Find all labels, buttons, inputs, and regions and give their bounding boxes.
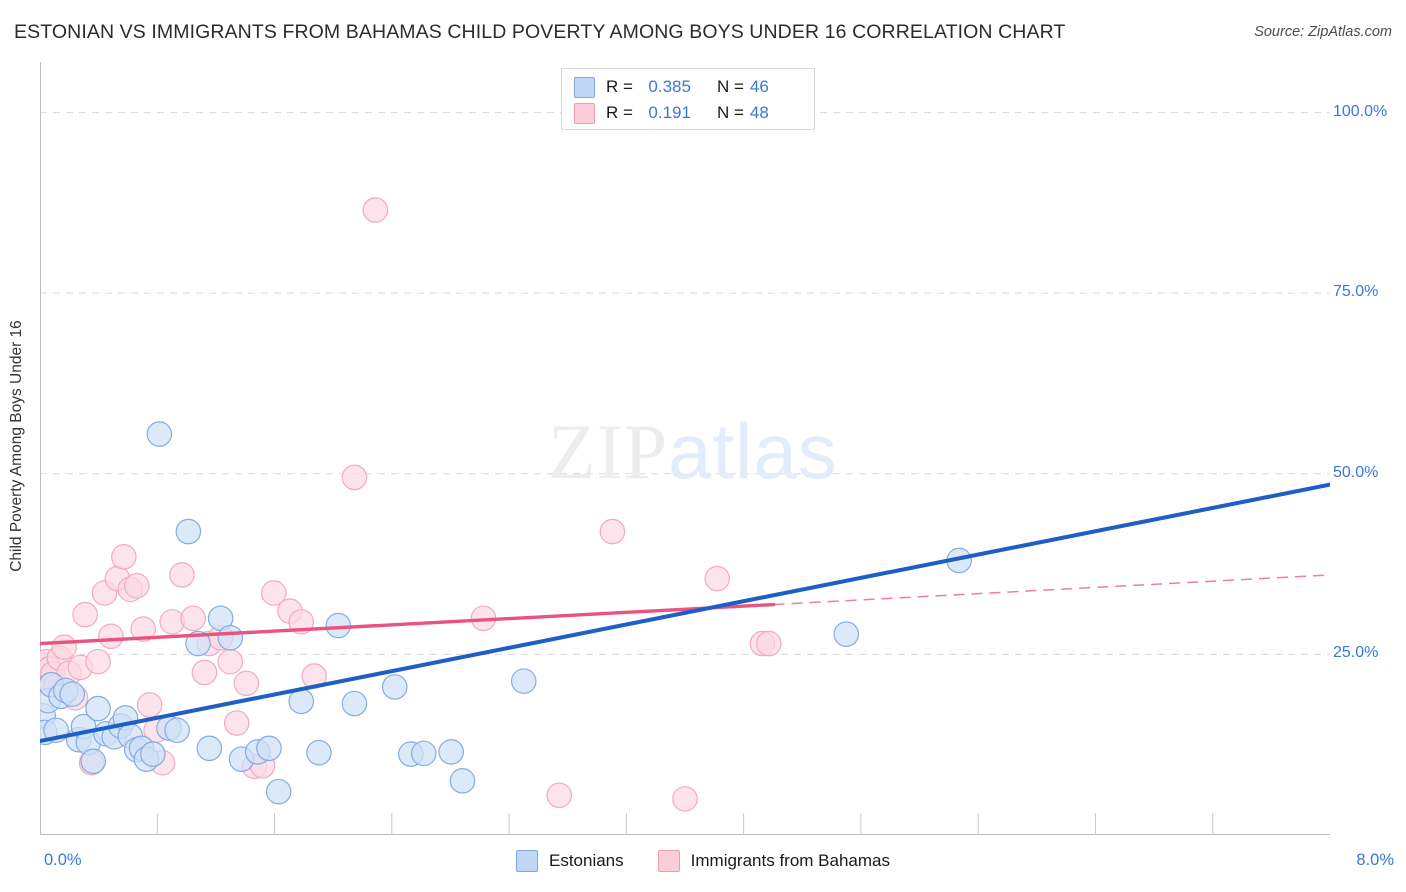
data-point: [756, 630, 782, 657]
page-title: ESTONIAN VS IMMIGRANTS FROM BAHAMAS CHIL…: [14, 21, 1066, 43]
data-point: [111, 544, 137, 570]
data-point: [123, 572, 150, 599]
legend-item-bahamas[interactable]: Immigrants from Bahamas: [657, 850, 890, 872]
data-point: [233, 670, 260, 697]
data-point: [130, 616, 156, 642]
stat-n-value-bahamas: 48: [749, 103, 769, 122]
data-point: [72, 601, 98, 628]
data-point: [599, 518, 626, 545]
stat-n-value-estonians: 46: [749, 77, 769, 96]
data-point: [217, 624, 244, 651]
stat-row-estonians: R = 0.385 N = 46: [574, 74, 804, 100]
stat-swatch-estonians: [574, 76, 595, 98]
stat-r-label-bahamas: R =: [606, 103, 633, 122]
data-point: [191, 659, 218, 686]
data-point: [833, 621, 860, 647]
stat-row-bahamas: R = 0.191 N = 48: [574, 100, 804, 126]
legend-swatch-bahamas: [657, 850, 680, 872]
stat-r-label-estonians: R =: [606, 77, 633, 96]
data-point: [80, 748, 107, 775]
scatter-svg: [40, 62, 1330, 835]
legend-label-bahamas: Immigrants from Bahamas: [690, 851, 890, 870]
x-axis-min-label: 0.0%: [44, 851, 82, 869]
y-tick-label: 25.0%: [1333, 644, 1379, 662]
data-point: [704, 565, 731, 592]
data-point: [217, 648, 244, 675]
legend-swatch-estonians: [515, 850, 538, 872]
y-axis-title: Child Poverty Among Boys Under 16: [0, 0, 34, 892]
data-point: [362, 197, 389, 223]
data-point: [98, 623, 124, 650]
series-legend: Estonians Immigrants from Bahamas: [0, 850, 1406, 872]
data-point: [59, 681, 86, 707]
data-point: [146, 421, 173, 447]
data-point: [449, 768, 476, 794]
data-point: [306, 739, 332, 766]
data-point: [261, 580, 287, 606]
data-point: [175, 518, 202, 545]
plot-area: [40, 62, 1330, 835]
correlation-stats-box: R = 0.385 N = 46 R = 0.191 N = 48: [561, 68, 815, 130]
data-point: [546, 782, 573, 809]
stat-n-label-estonians: N =: [716, 77, 744, 96]
data-point: [438, 739, 464, 765]
data-point: [51, 634, 77, 660]
x-axis-max-label: 8.0%: [1356, 851, 1394, 869]
stat-r-value-bahamas: 0.191: [648, 103, 691, 122]
data-point: [140, 741, 166, 767]
data-point: [265, 778, 292, 805]
source-label: Source: ZipAtlas.com: [1254, 24, 1392, 40]
data-point: [136, 692, 163, 718]
stat-n-label-bahamas: N =: [716, 103, 744, 122]
y-axis-title-text: Child Poverty Among Boys Under 16: [8, 320, 25, 572]
data-point: [85, 695, 111, 722]
y-tick-label: 75.0%: [1333, 283, 1379, 301]
data-point: [196, 735, 223, 762]
data-point: [325, 612, 352, 639]
data-point: [341, 464, 368, 491]
data-point: [164, 717, 190, 744]
x-tick-marks: [156, 813, 1214, 835]
data-point: [85, 648, 111, 675]
data-point: [381, 674, 408, 700]
trendline-estonians: [40, 482, 1330, 744]
y-tick-label: 100.0%: [1333, 102, 1388, 120]
stat-r-value-estonians: 0.385: [648, 77, 691, 96]
trendline-bahamas: [40, 574, 1330, 646]
data-point: [410, 740, 437, 767]
data-point: [510, 668, 537, 694]
data-point: [256, 735, 282, 762]
data-point: [223, 710, 250, 736]
data-point: [341, 690, 368, 717]
data-point: [180, 605, 206, 632]
legend-label-estonians: Estonians: [548, 851, 624, 870]
gridlines: [40, 112, 1330, 655]
data-point: [159, 609, 186, 635]
y-tick-label: 50.0%: [1333, 463, 1379, 481]
data-point: [672, 786, 698, 812]
legend-item-estonians[interactable]: Estonians: [515, 850, 624, 872]
data-point: [169, 562, 195, 588]
stat-swatch-bahamas: [574, 102, 595, 124]
data-point: [185, 630, 211, 657]
